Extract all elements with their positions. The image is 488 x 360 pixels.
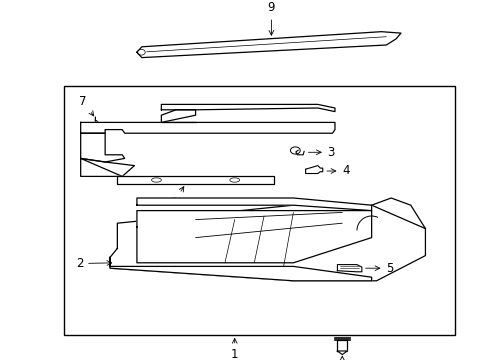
Polygon shape — [81, 122, 334, 133]
Polygon shape — [137, 211, 371, 263]
Polygon shape — [337, 351, 346, 355]
Text: 8: 8 — [169, 187, 183, 209]
Text: 1: 1 — [230, 338, 238, 360]
Text: 7: 7 — [79, 95, 94, 116]
Polygon shape — [161, 104, 334, 112]
Text: 3: 3 — [308, 146, 334, 159]
Text: 2: 2 — [76, 257, 111, 270]
Polygon shape — [337, 340, 346, 351]
Text: 6: 6 — [338, 356, 346, 360]
Polygon shape — [117, 176, 273, 184]
Bar — [63, 86, 454, 335]
Text: 5: 5 — [365, 262, 393, 275]
Polygon shape — [110, 257, 371, 281]
Polygon shape — [110, 205, 425, 281]
Polygon shape — [137, 198, 371, 211]
Text: 9: 9 — [267, 1, 275, 35]
Polygon shape — [137, 32, 400, 58]
Polygon shape — [81, 158, 134, 176]
Polygon shape — [161, 110, 195, 122]
Text: 4: 4 — [326, 165, 349, 177]
Polygon shape — [337, 265, 361, 272]
Polygon shape — [81, 133, 124, 162]
